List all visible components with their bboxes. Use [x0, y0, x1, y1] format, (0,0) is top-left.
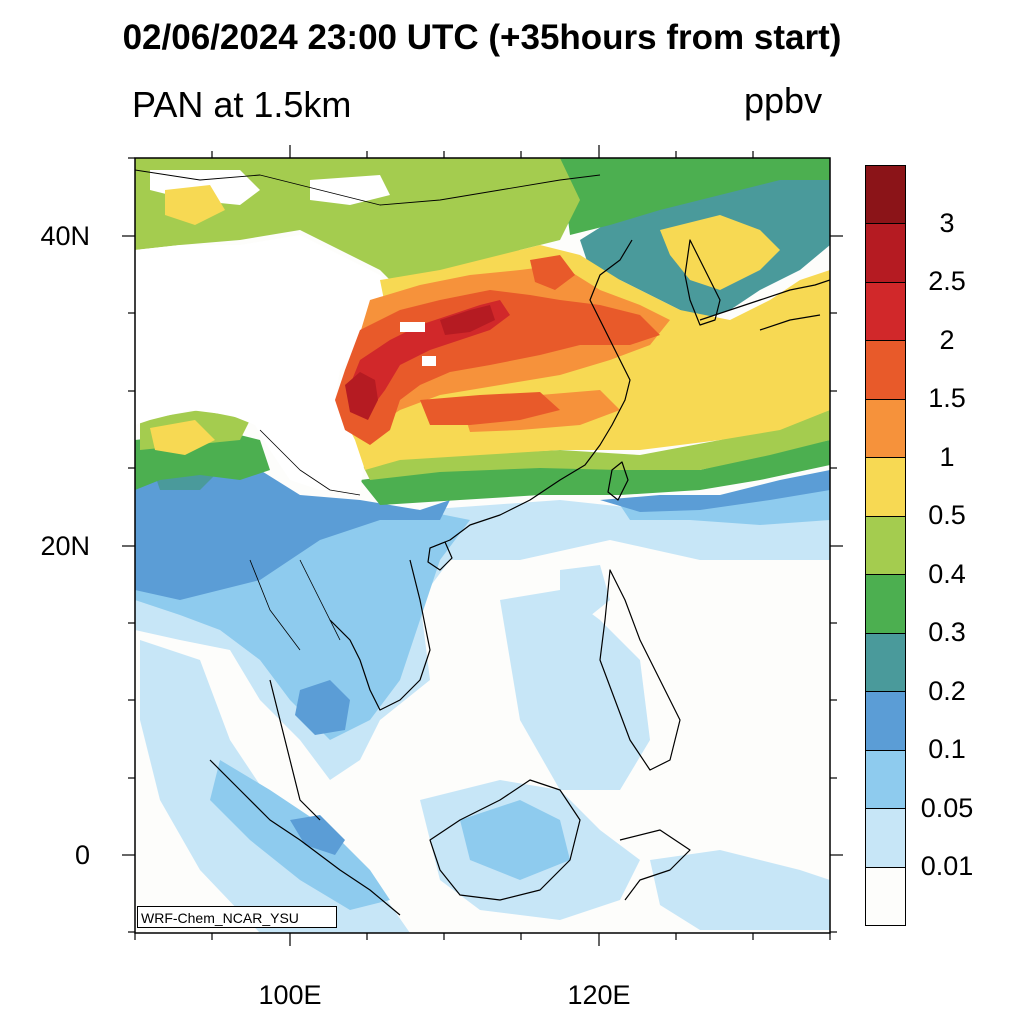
tick-marks [122, 145, 843, 946]
colorbar-box [866, 281, 905, 341]
field-25 [440, 305, 495, 335]
field-001 [140, 640, 410, 933]
coastline-japan [699, 279, 830, 331]
lat-tick-label: 0 [74, 840, 90, 870]
field-001 [560, 565, 610, 620]
field-001 [500, 590, 650, 790]
field-05 [165, 185, 225, 225]
coastline-sumatra [209, 759, 401, 916]
field-missing [422, 356, 436, 366]
colorbar-box [866, 866, 905, 925]
colorbar-box [866, 691, 905, 750]
field-missing [310, 175, 390, 205]
concentration-field [135, 158, 830, 933]
coastline-indochina [329, 559, 431, 711]
colorbar-level-label: 2 [939, 324, 955, 355]
border-lines [249, 429, 361, 651]
colorbar-level-label: 0.05 [920, 792, 974, 823]
variable-label: PAN at 1.5km [132, 84, 352, 125]
field-01 [295, 680, 350, 735]
colorbar-box [866, 808, 905, 867]
lat-tick-label: 40N [40, 221, 90, 251]
field-03 [360, 440, 830, 505]
field-15 [530, 255, 575, 290]
colorbar-level-label: 0.3 [928, 617, 966, 648]
field-01 [135, 440, 450, 600]
coastline-taiwan [607, 461, 629, 501]
colorbar-box [866, 165, 905, 224]
field-05 [150, 420, 215, 455]
field-03 [560, 158, 830, 235]
colorbar-level-label: 1 [939, 441, 955, 472]
field-05 [660, 215, 780, 290]
field-001 [650, 850, 830, 930]
field-01 [600, 470, 830, 512]
colorbar-box [866, 457, 905, 516]
coastlines [135, 169, 830, 916]
coastline-borneo [429, 779, 581, 901]
colorbar-level-label: 0.01 [920, 851, 974, 882]
lon-tick-label: 100E [258, 980, 322, 1010]
border-mongolia [135, 169, 601, 206]
field-15 [420, 392, 560, 425]
coastline-philippines [599, 569, 681, 771]
field-04 [360, 410, 830, 480]
colorbar-box [866, 398, 905, 458]
colorbar-level-label: 3 [939, 207, 955, 238]
coastline-korea [684, 239, 721, 326]
colorbar-box [866, 223, 905, 282]
colorbar-level-label: 2.5 [928, 266, 966, 297]
field-missing [400, 322, 425, 332]
coastline-hainan [427, 541, 453, 571]
field-missing [135, 235, 395, 490]
coastline-sulawesi [619, 829, 691, 901]
colorbar-box [866, 340, 905, 399]
units-label: ppbv [744, 80, 823, 121]
field-005 [460, 800, 570, 880]
colorbar-level-label: 0.5 [928, 500, 966, 531]
colorbar-level-label: 0.2 [928, 675, 966, 706]
colorbar-level-label: 1.5 [928, 383, 966, 414]
lon-tick-label: 120E [567, 980, 631, 1010]
colorbar-level-label: 0.4 [928, 558, 966, 589]
map-title: 02/06/2024 23:00 UTC (+35hours from star… [122, 18, 842, 57]
model-credit: WRF-Chem_NCAR_YSU [137, 906, 337, 928]
colorbar-box [866, 515, 905, 575]
colorbar-level-label: 0.1 [928, 734, 966, 765]
colorbar-box [866, 574, 905, 633]
colorbar [865, 165, 906, 926]
field-01 [290, 815, 345, 855]
coastline-china [429, 239, 633, 549]
colorbar-box [866, 632, 905, 692]
lat-tick-label: 20N [40, 531, 90, 561]
field-25 [345, 372, 378, 420]
colorbar-box [866, 749, 905, 809]
coastline-malay [269, 679, 321, 821]
